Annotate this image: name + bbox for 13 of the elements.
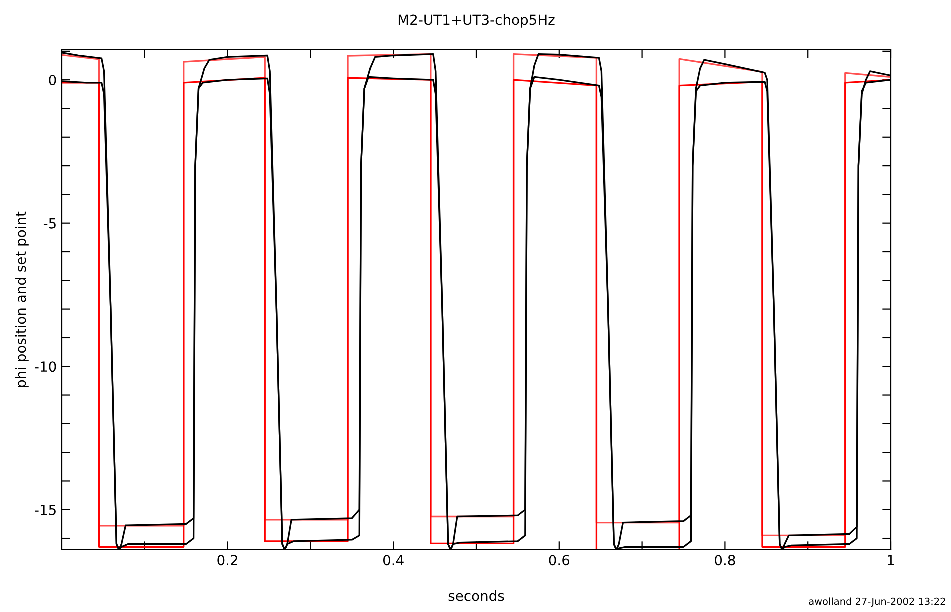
text: awolland 27-Jun-2002 13:22 xyxy=(809,598,946,608)
x-axis-title: seconds xyxy=(448,590,504,602)
x-tick-label: 0.6 xyxy=(549,555,570,566)
x-tick-label: 1 xyxy=(888,555,894,566)
y-axis-title: phi position and set point xyxy=(15,212,29,388)
chart-title: M2-UT1+UT3-chop5Hz xyxy=(398,14,555,28)
y-tick-label: -10 xyxy=(35,362,56,372)
y-tick-label: -15 xyxy=(35,505,56,516)
x-tick-label: 0.2 xyxy=(218,555,238,566)
y-tick-label: 0 xyxy=(49,75,56,86)
x-tick-label: 0.4 xyxy=(383,555,404,566)
y-tick-label: -5 xyxy=(44,218,56,229)
x-tick-label: 0.8 xyxy=(715,555,736,566)
